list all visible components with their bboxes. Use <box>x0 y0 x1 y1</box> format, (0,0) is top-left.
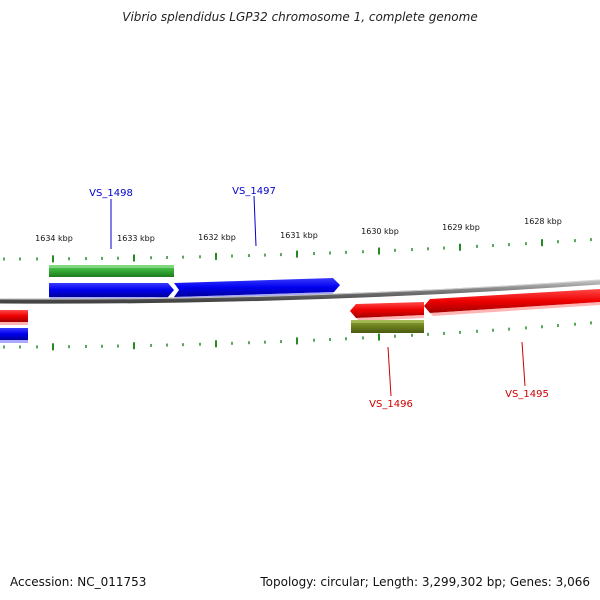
reverse-rna-feature[interactable] <box>351 320 424 333</box>
accession-text: Accession: NC_011753 <box>10 575 147 589</box>
map-title: Vibrio splendidus LGP32 chromosome 1, co… <box>122 10 478 24</box>
gene-label-vs1497[interactable]: VS_1497 <box>232 186 276 197</box>
gene-arrow-vs1496[interactable] <box>350 302 424 321</box>
tick-label-1628: 1628 kbp <box>524 217 562 226</box>
gene-arrow-left-red[interactable] <box>0 310 28 325</box>
lower-tick-row <box>3 321 592 351</box>
gene-label-vs1498[interactable]: VS_1498 <box>89 188 133 199</box>
gene-arrow-vs1498[interactable] <box>49 283 174 300</box>
gene-arrow-left-blue[interactable] <box>0 328 28 343</box>
genome-summary-text: Topology: circular; Length: 3,299,302 bp… <box>260 575 590 589</box>
upper-tick-row <box>3 238 592 263</box>
leader-line-vs1496 <box>387 346 392 397</box>
genome-backbone <box>0 279 600 304</box>
tick-label-1632: 1632 kbp <box>198 233 236 242</box>
gene-label-vs1496[interactable]: VS_1496 <box>369 399 413 410</box>
forward-rna-feature[interactable] <box>49 265 174 277</box>
tick-label-1629: 1629 kbp <box>442 223 480 232</box>
tick-label-1633: 1633 kbp <box>117 234 155 243</box>
tick-labels: 1634 kbp 1633 kbp 1632 kbp 1631 kbp 1630… <box>35 217 562 243</box>
leader-line-vs1497 <box>253 195 257 247</box>
gene-arrow-vs1495[interactable] <box>424 289 600 316</box>
tick-label-1630: 1630 kbp <box>361 227 399 236</box>
tick-label-1631: 1631 kbp <box>280 231 318 240</box>
gene-label-vs1495[interactable]: VS_1495 <box>505 389 549 400</box>
leader-line-vs1495 <box>521 341 526 387</box>
tick-label-1634: 1634 kbp <box>35 234 73 243</box>
